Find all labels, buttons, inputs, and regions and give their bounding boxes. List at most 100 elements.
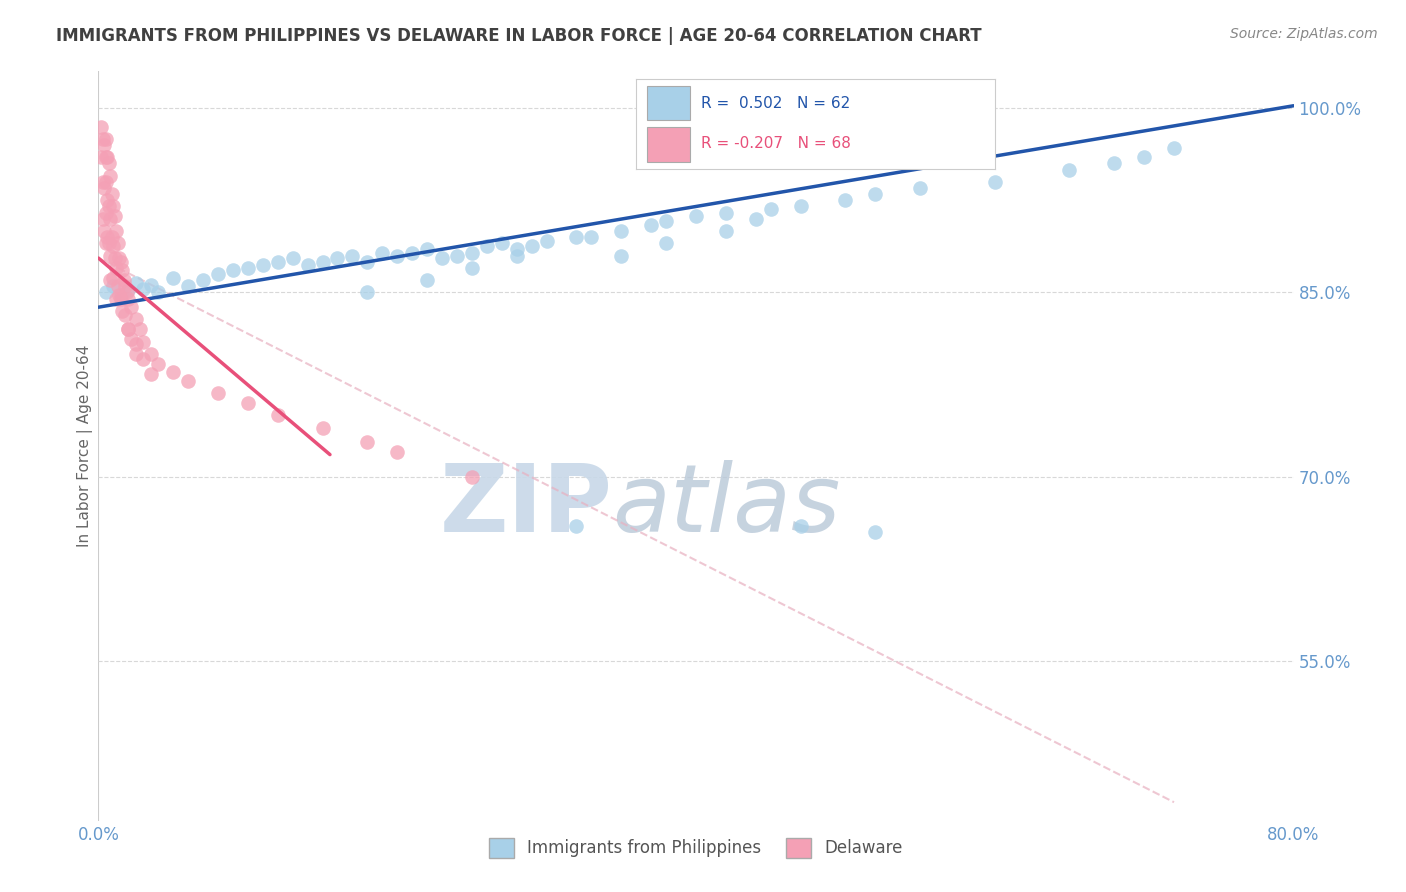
Point [714,205,737,219]
Point [162,270,184,285]
Point [506,249,529,263]
Point [101,230,124,244]
Point [1104,156,1126,170]
Point [111,263,134,277]
Point [93,181,115,195]
Point [107,279,129,293]
Point [107,236,129,251]
Point [108,251,131,265]
Point [97,199,120,213]
Point [342,249,364,263]
Point [110,288,132,302]
Point [789,199,811,213]
Point [685,209,707,223]
Point [207,386,229,401]
Point [125,276,148,290]
Point [236,260,259,275]
Point [834,194,856,208]
Point [103,270,125,285]
Point [356,285,378,300]
Point [385,445,409,459]
Point [461,469,484,483]
Point [98,273,122,287]
Point [655,236,678,251]
Point [789,519,811,533]
Point [93,138,115,153]
Point [94,175,117,189]
Point [759,202,782,216]
Point [91,175,114,189]
Point [252,259,274,273]
Point [117,322,139,336]
Point [96,150,118,164]
Text: atlas: atlas [613,460,841,551]
Point [416,273,439,287]
Point [655,214,678,228]
Point [105,260,128,275]
Point [108,288,131,302]
Point [110,254,132,268]
Point [491,236,513,251]
Point [139,278,162,293]
Point [117,283,139,297]
Point [125,347,148,361]
Point [112,273,135,287]
Point [401,246,423,260]
Point [105,292,128,306]
Point [125,337,148,351]
Point [536,234,558,248]
Point [207,267,229,281]
Point [98,211,122,226]
Point [610,224,633,238]
Point [475,239,498,253]
Point [117,292,139,306]
Point [908,181,931,195]
Point [115,285,138,300]
Point [120,332,142,346]
Point [865,524,887,539]
Point [93,224,115,238]
Point [90,150,112,164]
Point [104,209,127,223]
Point [94,205,117,219]
Point [101,187,124,202]
Point [1163,140,1185,154]
Point [94,285,117,300]
Point [97,156,120,170]
Point [461,260,484,275]
Point [520,239,543,253]
Point [104,251,127,265]
Point [148,357,170,371]
Point [120,300,142,314]
Point [311,420,333,434]
Point [745,211,768,226]
Point [565,519,588,533]
Point [94,132,117,146]
Point [281,251,304,265]
Point [162,365,184,379]
Point [236,396,259,410]
Point [984,175,1007,189]
Point [129,322,152,336]
Point [148,285,170,300]
Point [103,239,125,253]
Point [1133,150,1156,164]
Point [96,230,118,244]
Point [506,243,529,257]
Point [565,230,588,244]
Point [385,249,409,263]
Point [222,263,245,277]
Point [132,351,155,366]
Point [96,194,118,208]
Point [97,236,120,251]
Point [91,132,114,146]
Point [326,251,349,265]
Point [114,279,136,293]
Point [430,251,453,265]
Point [446,249,468,263]
Point [267,409,290,423]
Point [98,249,122,263]
Point [103,199,125,213]
Point [103,279,125,293]
Point [714,224,737,238]
